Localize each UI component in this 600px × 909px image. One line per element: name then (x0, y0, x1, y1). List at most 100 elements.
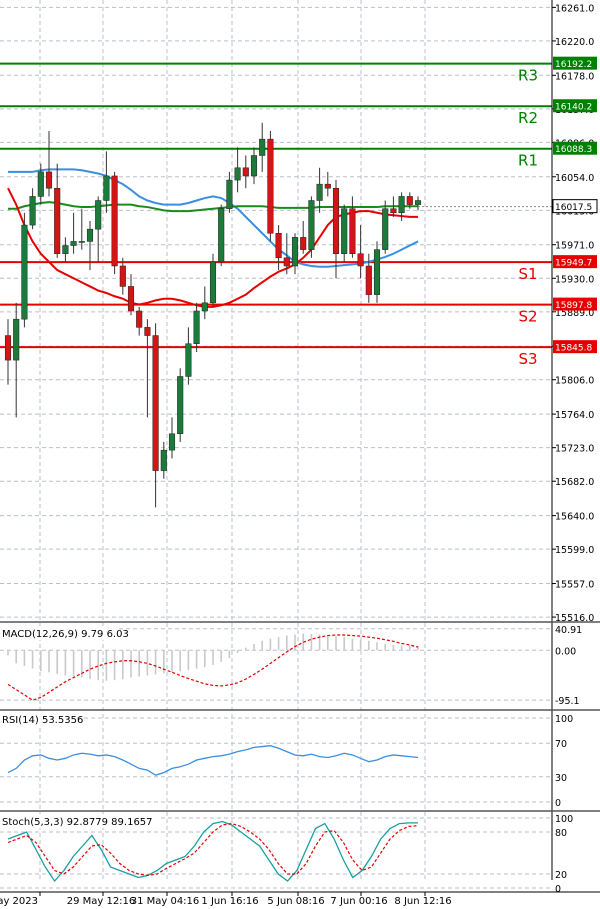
candle (300, 220, 307, 254)
stoch-label: Stoch(5,3,3) 92.8779 89.1657 (2, 817, 153, 828)
candle (160, 441, 167, 479)
candle-body (201, 302, 208, 312)
candle (398, 192, 405, 221)
candle-body (267, 138, 274, 234)
x-tick-label: 8 Jun 12:16 (394, 896, 451, 907)
level-price-box (553, 340, 597, 354)
candle-body (177, 376, 184, 435)
candle (267, 130, 274, 242)
macd-signal-line (7, 634, 419, 701)
candle-body (242, 167, 249, 177)
candle (406, 192, 413, 209)
level-price-box (553, 56, 597, 70)
macd-tick-label: 0.00 (555, 646, 576, 657)
candle-body (332, 187, 340, 254)
candle (324, 171, 331, 197)
y-tick-label: 16220.0 (555, 37, 594, 48)
candle (37, 163, 44, 205)
stoch-tick-label: 0 (555, 884, 561, 895)
candle-body (103, 175, 110, 201)
candle (185, 327, 192, 385)
candle-body (234, 167, 241, 181)
candle-body (37, 171, 44, 197)
candle-body (316, 183, 323, 201)
candle-body (218, 208, 225, 263)
rsi-pane: 100 70 30 0 RSI(14) 53.5356 (0, 712, 600, 812)
candle (259, 122, 266, 172)
candle-body (226, 179, 233, 209)
x-tick-label: 1 Jun 16:16 (201, 896, 258, 907)
candle-body (341, 208, 348, 254)
y-tick-label: 15516.0 (555, 613, 594, 624)
y-tick-label: 15557.0 (555, 580, 594, 591)
candle-body (300, 237, 307, 250)
candle-body (250, 155, 258, 177)
candle (365, 253, 372, 303)
candle (382, 200, 389, 254)
stoch-tick-label: 20 (555, 870, 567, 881)
candle (21, 212, 28, 328)
x-tick-label: 26 May 2023 (0, 896, 38, 907)
candle (291, 233, 299, 275)
candle-body (291, 237, 299, 267)
level-price-box (553, 255, 597, 269)
candle-body (152, 335, 159, 471)
y-tick-label: 16261.0 (555, 3, 594, 14)
candle-body (357, 253, 364, 267)
level-price-label: 16088.3 (555, 145, 592, 155)
x-tick-label: 5 Jun 08:16 (267, 896, 324, 907)
candle (234, 147, 241, 193)
candle (168, 417, 176, 459)
candle (349, 196, 356, 258)
level-price-label: 16192.2 (555, 60, 592, 70)
candle (78, 208, 85, 250)
candle-body (398, 196, 405, 214)
candle (29, 188, 36, 230)
candle (242, 155, 249, 189)
level-name-s1: S1 (518, 265, 537, 283)
stoch-tick-label: 100 (555, 814, 573, 825)
ma-green-line (8, 201, 418, 213)
level-name-s3: S3 (518, 350, 537, 368)
level-name-r1: R1 (518, 152, 538, 170)
level-price-label: 15949.7 (555, 259, 592, 269)
x-tick-label: 7 Jun 00:16 (330, 896, 387, 907)
rsi-line (7, 745, 419, 776)
candle-body (365, 265, 372, 295)
level-price-box (553, 297, 597, 311)
candle-body (193, 310, 200, 344)
candle-body (4, 335, 12, 361)
candle-body (45, 171, 53, 189)
candle (226, 171, 233, 213)
candle-body (275, 233, 282, 259)
level-name-r3: R3 (518, 67, 538, 85)
rsi-tick-label: 0 (555, 798, 561, 809)
candle-body (406, 196, 413, 205)
candle-body (324, 183, 331, 189)
level-price-box (553, 99, 597, 113)
candle-body (160, 449, 167, 471)
y-tick-label: 15806.0 (555, 376, 594, 387)
candle-body (308, 200, 315, 250)
candle-body (259, 138, 266, 156)
candle-body (62, 245, 69, 254)
candle (136, 306, 143, 336)
candle (373, 241, 381, 303)
x-tick-label: 29 May 12:16 (67, 896, 136, 907)
y-tick-label: 16054.0 (555, 173, 594, 184)
y-tick-label: 15971.0 (555, 241, 594, 252)
current-price-box (552, 199, 598, 214)
candle-body (13, 318, 20, 361)
candle (308, 196, 315, 258)
stoch-k-line (7, 820, 418, 883)
level-price-box (553, 141, 597, 155)
candle (4, 319, 12, 385)
candle-body (136, 310, 143, 328)
y-tick-label: 15764.0 (555, 410, 594, 421)
candle (45, 130, 53, 197)
candle (62, 237, 69, 262)
y-tick-label: 15682.0 (555, 477, 594, 488)
level-name-r2: R2 (518, 109, 538, 127)
y-tick-label: 15889.0 (555, 308, 594, 319)
candle (414, 196, 422, 211)
